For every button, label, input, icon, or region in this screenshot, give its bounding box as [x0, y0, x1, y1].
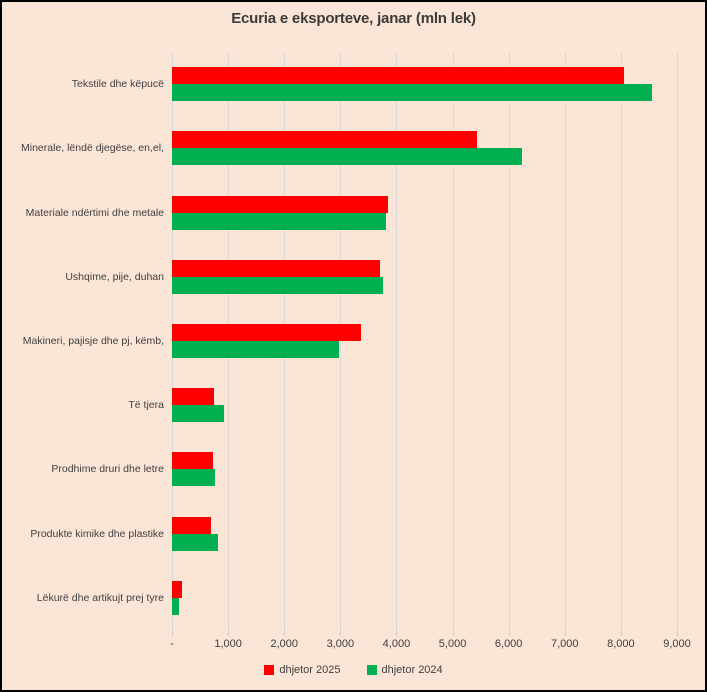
legend-swatch-red-icon: [264, 665, 275, 675]
category-label: Lëkurë dhe artikujt prej tyre: [36, 591, 164, 604]
category-label: Materiale ndërtimi dhe metale: [25, 206, 164, 219]
x-axis-label: -: [170, 638, 174, 650]
bar-dhjetor-2025: [172, 323, 362, 341]
axis-tick: [452, 630, 454, 636]
bar-dhjetor-2024: [172, 533, 218, 551]
category-axis: Tekstile dhe këpucë Minerale, lëndë djegë…: [4, 52, 164, 630]
bar-dhjetor-2025: [172, 388, 214, 406]
gridline: [620, 52, 622, 630]
category-row: [172, 309, 677, 373]
legend-label-dhjetor-2025: dhjetor 2025: [279, 664, 341, 676]
x-axis-label: 3,000: [326, 638, 355, 650]
gridline: [508, 52, 510, 630]
legend-label-dhjetor-2024: dhjetor 2024: [381, 664, 443, 676]
bar-dhjetor-2025: [172, 67, 624, 85]
bar-dhjetor-2025: [172, 580, 182, 598]
legend-swatch-green-icon: [366, 665, 377, 675]
bar-dhjetor-2024: [172, 469, 215, 487]
x-axis-label: 7,000: [551, 638, 579, 650]
gridline: [677, 52, 678, 630]
legend-item-dhjetor-2025: dhjetor 2025: [264, 664, 341, 676]
bar-dhjetor-2024: [172, 405, 224, 423]
axis-tick: [284, 630, 286, 636]
category-label: Ushqime, pije, duhan: [65, 270, 164, 283]
gridline: [452, 52, 454, 630]
category-row: [172, 180, 677, 244]
bar-dhjetor-2025: [172, 195, 389, 213]
category-row: [172, 52, 677, 116]
category-label: Makineri, pajisje dhe pj, këmb,: [22, 334, 164, 347]
category-label: Prodhime druri dhe letre: [51, 463, 164, 476]
axis-tick: [340, 630, 342, 636]
category-row: [172, 373, 677, 437]
gridline: [564, 52, 566, 630]
axis-tick: [228, 630, 230, 636]
axis-tick: [564, 630, 566, 636]
category-label: Tekstile dhe këpucë: [71, 78, 164, 91]
bar-dhjetor-2025: [172, 259, 381, 277]
value-axis: - 1,000 2,000 3,000 4,000 5,000 6,000 7,000 8,00…: [170, 638, 691, 652]
bar-dhjetor-2024: [172, 597, 180, 615]
bar-dhjetor-2024: [172, 212, 387, 230]
x-axis-label: 6,000: [494, 638, 523, 650]
axis-tick: [508, 630, 510, 636]
category-label: Minerale, lëndë djegëse, en,el,: [20, 142, 164, 155]
bar-dhjetor-2025: [172, 452, 213, 470]
bar-dhjetor-2024: [172, 84, 652, 102]
chart-title: Ecuria e eksporteve, janar (mln lek): [231, 10, 476, 27]
category-row: [172, 566, 677, 630]
category-row: [172, 116, 677, 180]
x-axis-label: 8,000: [607, 638, 635, 650]
plot-area: [172, 52, 678, 636]
bar-dhjetor-2025: [172, 131, 478, 149]
bar-dhjetor-2025: [172, 516, 212, 534]
bar-dhjetor-2024: [172, 340, 339, 358]
x-axis-label: 5,000: [438, 638, 467, 650]
gridline: [340, 52, 342, 630]
gridline: [396, 52, 398, 630]
bar-dhjetor-2024: [172, 276, 383, 294]
category-row: [172, 437, 677, 501]
legend-item-dhjetor-2024: dhjetor 2024: [366, 664, 443, 676]
axis-tick: [396, 630, 398, 636]
legend: dhjetor 2025 dhjetor 2024: [2, 664, 705, 676]
axis-tick: [677, 630, 678, 636]
x-axis-label: 2,000: [270, 638, 298, 650]
axis-tick: [620, 630, 622, 636]
x-axis-label: 9,000: [663, 638, 691, 650]
category-row: [172, 245, 677, 309]
bar-dhjetor-2024: [172, 148, 523, 166]
axis-tick: [172, 630, 173, 636]
category-label: Produkte kimike dhe plastike: [30, 527, 164, 540]
x-axis-label: 4,000: [382, 638, 411, 650]
category-label: Të tjera: [128, 399, 164, 412]
x-axis-label: 1,000: [214, 638, 242, 650]
category-row: [172, 502, 677, 566]
